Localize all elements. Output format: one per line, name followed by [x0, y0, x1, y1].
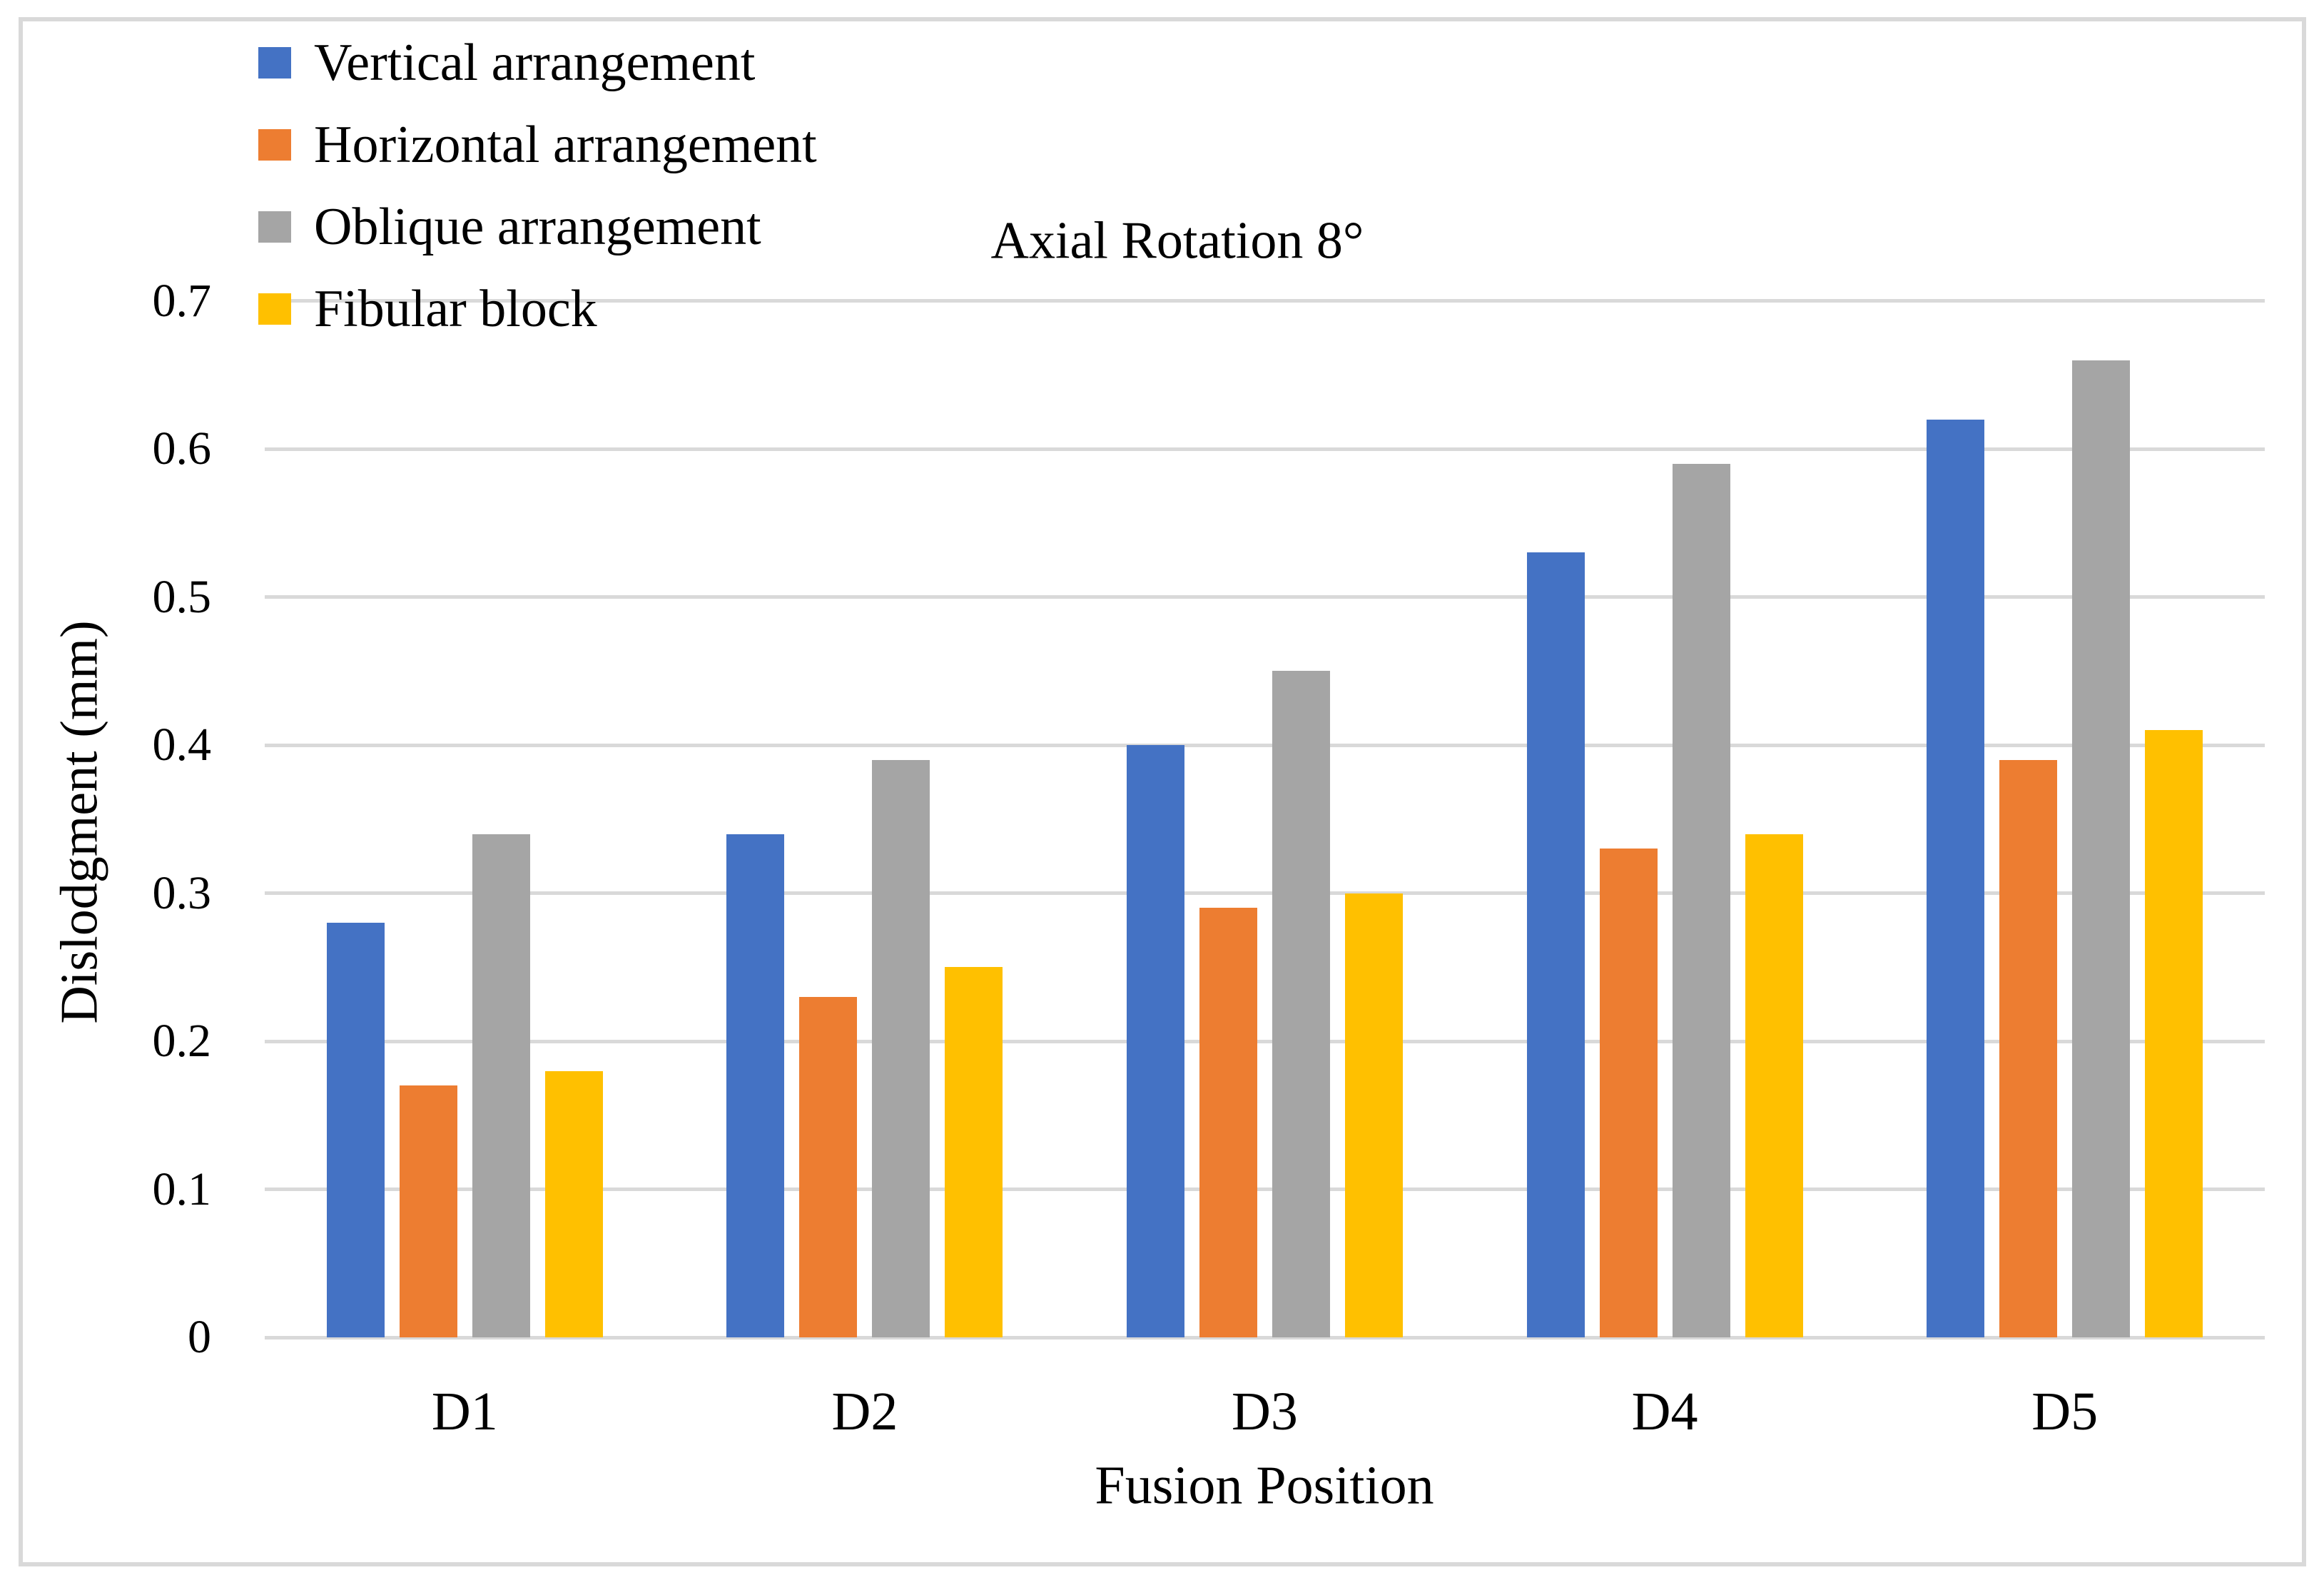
category-label-d5: D5	[2031, 1382, 2099, 1442]
gridline	[265, 1039, 2265, 1043]
chart-frame-border	[19, 17, 2306, 1566]
bar-oblique-D5	[2072, 360, 2131, 1337]
bar-fibular-D5	[2145, 730, 2203, 1337]
gridline	[265, 891, 2265, 895]
bar-horizontal-D4	[1599, 849, 1658, 1337]
category-label-d1: D1	[431, 1382, 498, 1442]
y-tick-label: 0.2	[152, 1015, 212, 1067]
bar-oblique-D1	[472, 834, 530, 1337]
gridline	[265, 743, 2265, 747]
legend-item: Oblique arrangement	[258, 194, 817, 260]
bar-horizontal-D2	[799, 996, 858, 1337]
y-tick-label: 0.4	[152, 719, 212, 771]
legend-item: Horizontal arrangement	[258, 112, 817, 178]
y-tick-label: 0.1	[152, 1163, 212, 1215]
bar-vertical-D3	[1127, 745, 1184, 1337]
category-label-d3: D3	[1232, 1382, 1298, 1442]
bar-fibular-D3	[1345, 893, 1403, 1337]
bar-vertical-D2	[726, 834, 785, 1337]
bar-fibular-D2	[945, 967, 1003, 1337]
gridline	[265, 1335, 2265, 1340]
bar-fibular-D1	[544, 1070, 603, 1337]
y-tick-label: 0.7	[152, 274, 212, 327]
bar-horizontal-D1	[399, 1085, 457, 1337]
legend-swatch-icon	[258, 293, 291, 325]
legend-swatch-icon	[258, 47, 291, 79]
legend-item: Vertical arrangement	[258, 30, 817, 96]
gridline	[265, 299, 2265, 303]
legend-swatch-icon	[258, 211, 291, 243]
category-label-d2: D2	[831, 1382, 898, 1442]
gridline	[265, 595, 2265, 599]
category-label-d4: D4	[1631, 1382, 1698, 1442]
y-tick-label: 0.5	[152, 570, 212, 623]
y-tick-label: 0	[188, 1311, 211, 1363]
gridline	[265, 1187, 2265, 1191]
bar-horizontal-D3	[1199, 908, 1257, 1337]
bar-vertical-D5	[1927, 419, 1985, 1337]
y-tick-label: 0.6	[152, 422, 212, 475]
y-axis-title: Dislodgment (mm)	[50, 620, 109, 1024]
y-tick-label: 0.3	[152, 866, 212, 919]
x-axis-title: Fusion Position	[1095, 1455, 1434, 1516]
legend-item-label: Vertical arrangement	[314, 34, 756, 92]
legend-item: Fibular block	[258, 276, 817, 342]
bar-horizontal-D5	[1999, 759, 2058, 1337]
legend: Vertical arrangement Horizontal arrangeme…	[258, 30, 817, 358]
bar-fibular-D4	[1745, 834, 1803, 1337]
gridline	[265, 447, 2265, 451]
chart-title: Axial Rotation 8°	[990, 211, 1364, 270]
bar-vertical-D1	[326, 923, 385, 1337]
bar-oblique-D2	[872, 759, 930, 1337]
bar-vertical-D4	[1526, 552, 1585, 1337]
legend-swatch-icon	[258, 129, 291, 161]
legend-item-label: Horizontal arrangement	[314, 116, 817, 174]
bar-oblique-D4	[1672, 463, 1730, 1337]
legend-item-label: Fibular block	[314, 280, 597, 338]
legend-item-label: Oblique arrangement	[314, 198, 761, 256]
bar-oblique-D3	[1272, 671, 1330, 1337]
